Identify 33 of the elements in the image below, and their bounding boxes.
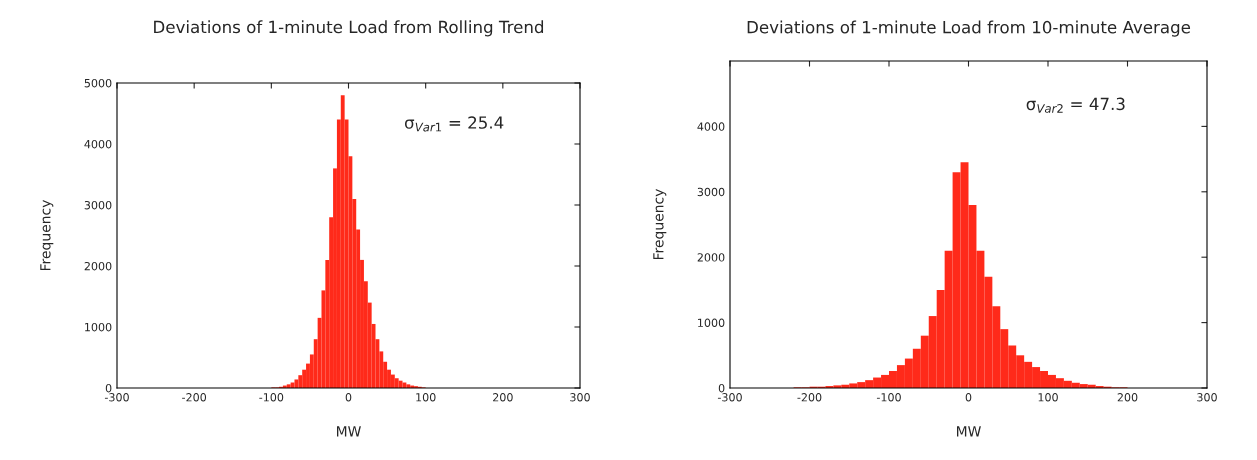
x-tick-label: -300: [717, 393, 742, 402]
x-tick-label: 0: [345, 393, 352, 402]
annotation: σ$_{Var2}$ = 47.3: [1026, 97, 1125, 113]
x-tick-label: 100: [1038, 393, 1058, 402]
y-tick-label: 1000: [698, 318, 725, 327]
x-tick-label: 200: [1117, 393, 1138, 402]
y-tick-label: 0: [105, 383, 112, 393]
y-tick-label: 4000: [84, 139, 112, 149]
y-tick-label: 3000: [84, 200, 112, 210]
y-tick-label: 4000: [697, 122, 725, 131]
y-tick-label: 2000: [84, 261, 112, 271]
x-tick-label: 200: [493, 393, 513, 402]
y-tick-label: 3000: [697, 187, 725, 197]
x-axis-title: MW: [957, 426, 981, 437]
x-tick-label: 300: [570, 393, 590, 402]
chart-title: Deviations of 1-minute Load from 10-minute Average: [747, 20, 1191, 37]
x-tick-label: 0: [965, 393, 972, 402]
y-tick-label: 5000: [84, 78, 112, 88]
x-tick-label: 100: [416, 393, 436, 402]
y-tick-label: 2000: [697, 253, 725, 262]
y-axis-title: Frequency: [40, 200, 54, 271]
x-tick-label: -300: [104, 393, 129, 402]
annotation: σ$_{Var1}$ = 25.4: [404, 116, 504, 132]
y-tick-label: 1000: [85, 322, 112, 332]
x-axis-title: MW: [337, 426, 361, 437]
x-tick-label: 300: [1197, 393, 1217, 402]
y-axis-title: Frequency: [653, 189, 667, 260]
y-tick-label: 0: [718, 383, 725, 393]
x-tick-label: -100: [259, 393, 284, 402]
x-tick-label: -200: [797, 393, 822, 402]
x-tick-label: -200: [182, 393, 207, 402]
x-tick-label: -100: [876, 393, 901, 402]
chart-title: Deviations of 1-minute Load from Rolling Trend: [154, 20, 544, 37]
